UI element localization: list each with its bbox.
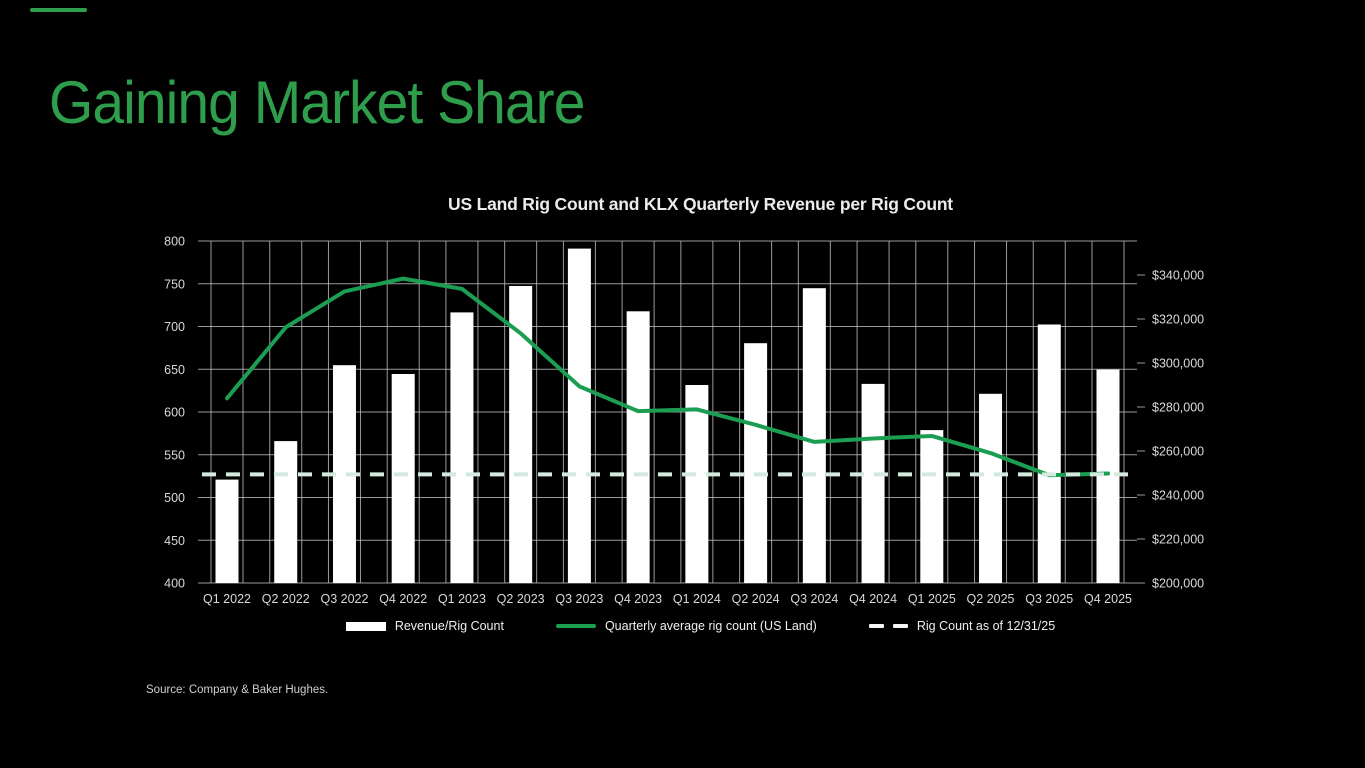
legend-line-swatch bbox=[555, 624, 596, 628]
x-axis-label: Q1 2025 bbox=[908, 592, 956, 606]
x-axis-label: Q2 2025 bbox=[967, 592, 1015, 606]
chart-title: US Land Rig Count and KLX Quarterly Reve… bbox=[448, 194, 953, 214]
x-axis-label: Q1 2022 bbox=[203, 592, 251, 606]
revenue-bar bbox=[1096, 369, 1120, 583]
left-axis-label: 700 bbox=[164, 320, 185, 334]
left-axis-label: 600 bbox=[164, 406, 185, 420]
right-axis-label: $320,000 bbox=[1152, 313, 1204, 327]
left-axis-label: 650 bbox=[164, 363, 185, 377]
right-axis-label: $280,000 bbox=[1152, 401, 1204, 415]
source-note: Source: Company & Baker Hughes. bbox=[146, 684, 329, 696]
revenue-bar bbox=[332, 365, 356, 583]
revenue-bar bbox=[979, 393, 1003, 583]
legend-label: Rig Count as of 12/31/25 bbox=[916, 619, 1056, 633]
revenue-bar bbox=[685, 385, 709, 583]
x-axis-label: Q3 2022 bbox=[320, 592, 368, 606]
revenue-bar bbox=[274, 441, 298, 583]
x-axis-label: Q1 2024 bbox=[673, 592, 721, 606]
revenue-bar bbox=[509, 286, 533, 583]
x-axis-label: Q3 2023 bbox=[555, 592, 603, 606]
x-axis-label: Q4 2022 bbox=[379, 592, 427, 606]
left-axis-label: 550 bbox=[164, 448, 185, 462]
x-axis-label: Q3 2024 bbox=[790, 592, 838, 606]
legend-bar-swatch bbox=[345, 621, 386, 631]
revenue-bar bbox=[215, 479, 239, 583]
x-axis-label: Q4 2025 bbox=[1084, 592, 1132, 606]
legend-dash-swatch bbox=[868, 624, 908, 628]
revenue-bar bbox=[861, 383, 885, 583]
revenue-bar bbox=[450, 312, 474, 583]
left-axis-label: 450 bbox=[164, 534, 185, 548]
accent-dash bbox=[30, 8, 87, 12]
revenue-bar bbox=[391, 374, 415, 583]
right-axis-label: $300,000 bbox=[1152, 357, 1204, 371]
left-axis-label: 800 bbox=[164, 235, 185, 249]
rig-count-line bbox=[225, 276, 1110, 478]
revenue-bar bbox=[567, 248, 591, 583]
x-axis-label: Q1 2023 bbox=[438, 592, 486, 606]
slide-title: Gaining Market Share bbox=[49, 69, 585, 136]
right-axis-label: $260,000 bbox=[1152, 445, 1204, 459]
legend-label: Quarterly average rig count (US Land) bbox=[604, 619, 817, 633]
chart-legend: Revenue/Rig Count Quarterly average rig … bbox=[198, 619, 1203, 633]
x-axis-label: Q2 2023 bbox=[497, 592, 545, 606]
right-axis-label: $220,000 bbox=[1152, 533, 1204, 547]
right-axis-label: $340,000 bbox=[1152, 269, 1204, 283]
revenue-bar bbox=[920, 430, 944, 583]
x-axis-label: Q3 2025 bbox=[1025, 592, 1073, 606]
x-axis-label: Q4 2024 bbox=[849, 592, 897, 606]
revenue-bar bbox=[1037, 324, 1061, 583]
x-axis-label: Q4 2023 bbox=[614, 592, 662, 606]
left-axis-label: 500 bbox=[164, 491, 185, 505]
revenue-bar bbox=[802, 288, 826, 583]
x-axis-label: Q2 2022 bbox=[262, 592, 310, 606]
x-axis-label: Q2 2024 bbox=[732, 592, 780, 606]
legend-item-rig-count-dashed: Rig Count as of 12/31/25 bbox=[868, 619, 1056, 633]
legend-item-rig-count-line: Quarterly average rig count (US Land) bbox=[555, 619, 817, 633]
legend-label: Revenue/Rig Count bbox=[394, 619, 504, 633]
left-axis-label: 750 bbox=[164, 277, 185, 291]
legend-item-revenue: Revenue/Rig Count bbox=[345, 619, 504, 633]
right-axis-label: $240,000 bbox=[1152, 489, 1204, 503]
left-axis-label: 400 bbox=[164, 577, 185, 591]
right-axis-label: $200,000 bbox=[1152, 577, 1204, 591]
revenue-bar bbox=[744, 343, 768, 583]
revenue-bar bbox=[626, 311, 650, 583]
